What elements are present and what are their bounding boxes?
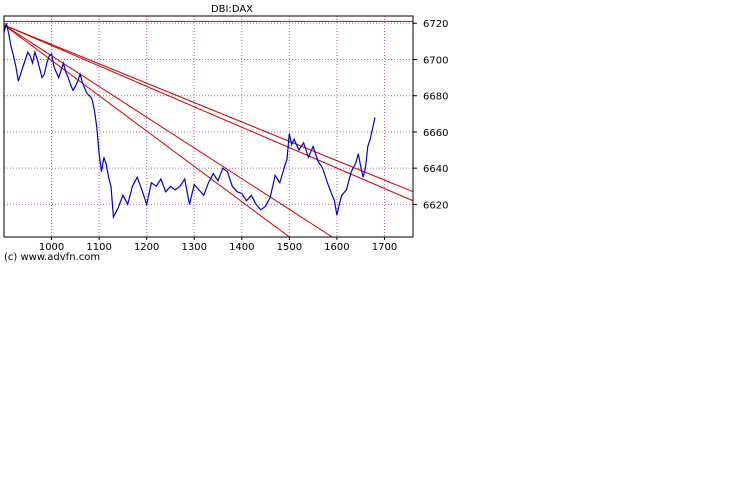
x-tick-label: 1400 bbox=[229, 242, 254, 253]
x-tick-label: 1000 bbox=[39, 242, 64, 253]
trendline bbox=[4, 24, 290, 237]
y-tick-label: 6700 bbox=[423, 55, 448, 66]
x-axis-ticks: 1000 1100 1200 1300 1400 1500 1600 1700 bbox=[39, 237, 397, 253]
y-axis-ticks: 6620 6640 6660 6680 6700 6720 bbox=[413, 19, 448, 211]
trendlines bbox=[4, 20, 414, 237]
trendline bbox=[4, 24, 333, 237]
x-tick-label: 1500 bbox=[277, 242, 302, 253]
y-tick-label: 6660 bbox=[423, 128, 448, 139]
trendline bbox=[4, 24, 414, 202]
x-tick-label: 1300 bbox=[182, 242, 207, 253]
y-tick-label: 6640 bbox=[423, 164, 448, 175]
series-layer bbox=[3, 23, 376, 220]
y-tick-label: 6620 bbox=[423, 200, 448, 211]
x-tick-label: 1100 bbox=[86, 242, 111, 253]
y-tick-label: 6680 bbox=[423, 92, 448, 103]
copyright-credit: (c) www.advfn.com bbox=[4, 252, 101, 263]
grid-lines bbox=[4, 16, 413, 237]
plot-frame bbox=[3, 15, 414, 238]
trendline bbox=[4, 24, 414, 193]
chart-title: DBI:DAX bbox=[211, 4, 253, 15]
price-series-line bbox=[3, 23, 376, 220]
x-tick-label: 1600 bbox=[324, 242, 349, 253]
x-tick-label: 1200 bbox=[134, 242, 159, 253]
y-tick-label: 6720 bbox=[423, 19, 448, 30]
x-tick-label: 1700 bbox=[372, 242, 397, 253]
